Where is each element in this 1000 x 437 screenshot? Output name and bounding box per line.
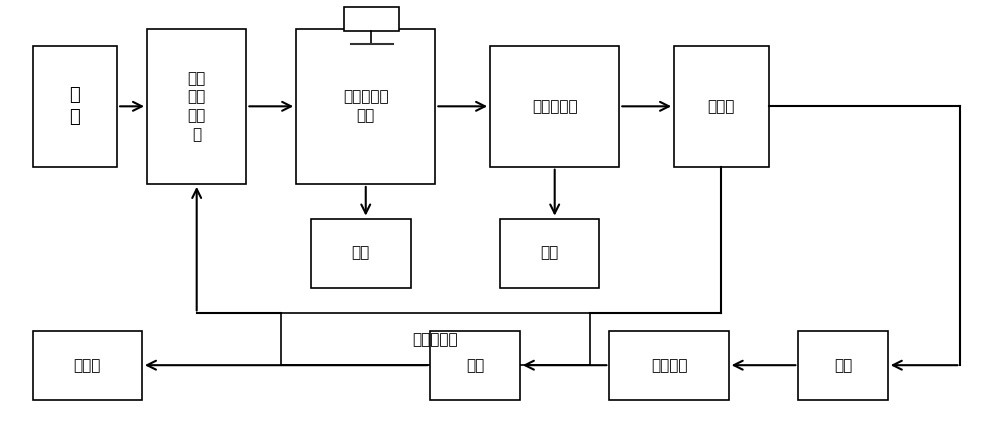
Bar — [609, 331, 729, 400]
Text: 管道
混合
器富
集: 管道 混合 器富 集 — [188, 71, 206, 142]
Bar — [147, 29, 246, 184]
Bar — [500, 218, 599, 288]
Bar — [430, 331, 520, 400]
Bar — [344, 7, 399, 31]
Text: 有机相返回: 有机相返回 — [413, 332, 458, 347]
Text: 废酸: 废酸 — [352, 246, 370, 260]
Bar — [490, 46, 619, 167]
Bar — [33, 46, 117, 167]
Text: 废酸: 废酸 — [541, 246, 559, 260]
Text: 灼烧: 灼烧 — [466, 358, 484, 373]
Text: 废
水: 废 水 — [70, 86, 80, 126]
Bar — [281, 313, 590, 365]
Text: 碱反萃: 碱反萃 — [708, 99, 735, 114]
Text: 酸溶: 酸溶 — [834, 358, 852, 373]
Bar — [798, 331, 888, 400]
Text: 离心萃取机
萃取: 离心萃取机 萃取 — [343, 90, 389, 123]
Bar — [296, 29, 435, 184]
Bar — [674, 46, 768, 167]
Text: 氧化钪: 氧化钪 — [74, 358, 101, 373]
Bar — [311, 218, 411, 288]
Text: 草酸沉淀: 草酸沉淀 — [651, 358, 687, 373]
Bar — [33, 331, 142, 400]
Text: 洗涤有机相: 洗涤有机相 — [532, 99, 578, 114]
